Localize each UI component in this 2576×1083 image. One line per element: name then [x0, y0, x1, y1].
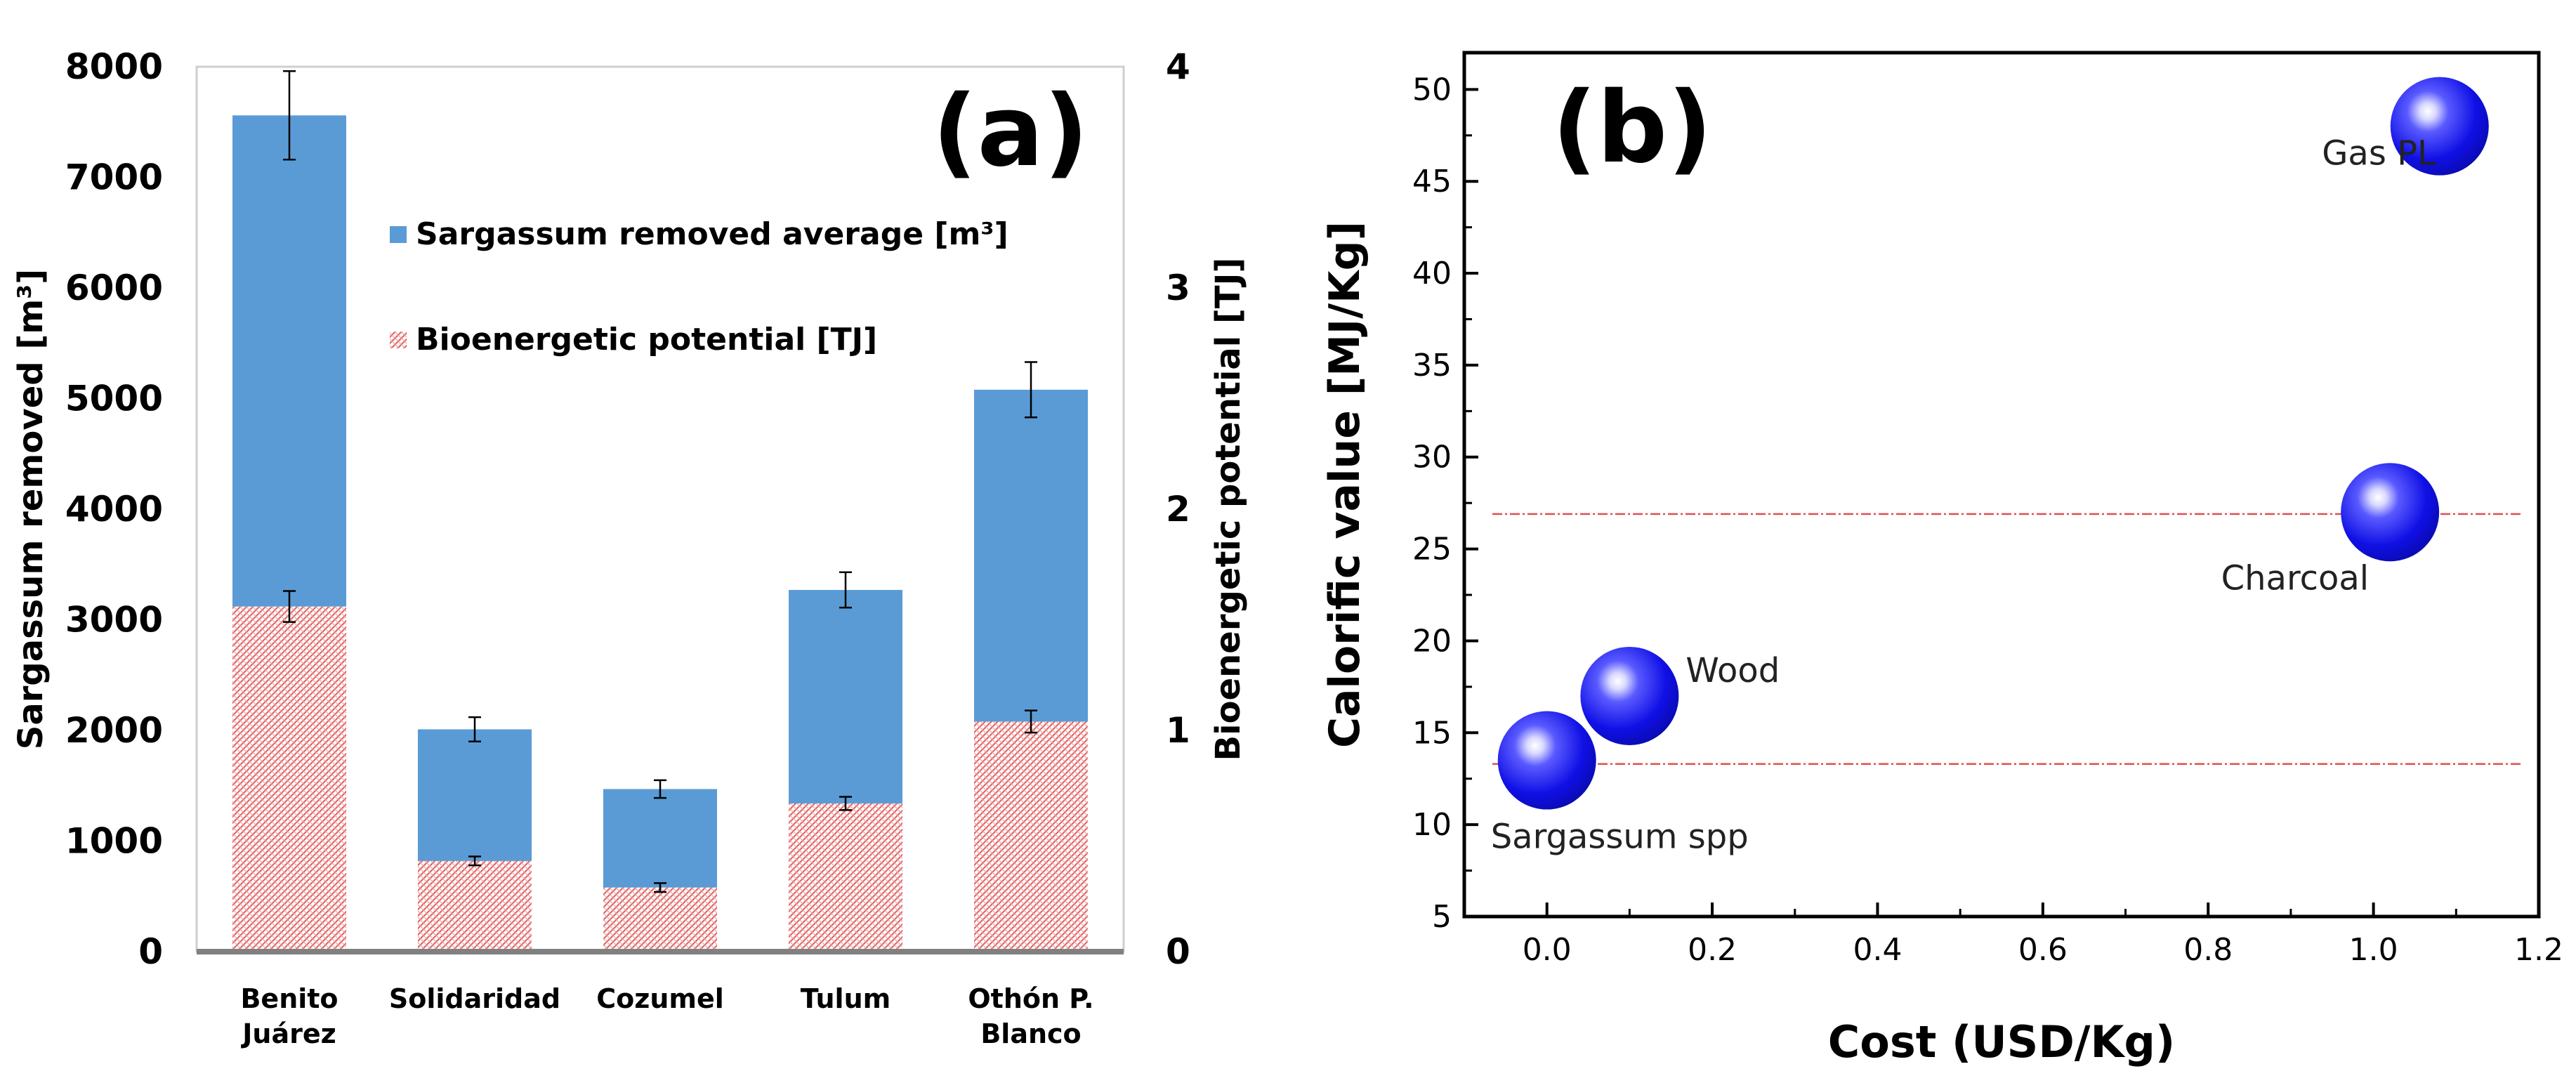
point-label: Charcoal — [2221, 558, 2370, 598]
legend-swatch-sargassum — [390, 226, 407, 243]
y-tick-label: 50 — [1412, 72, 1452, 107]
left-tick-label: 4000 — [65, 489, 163, 530]
x-tick-label: 0.8 — [2183, 932, 2233, 968]
y-tick-label: 15 — [1412, 715, 1452, 751]
right-tick-label: 2 — [1166, 489, 1190, 530]
left-tick-label: 2000 — [65, 710, 163, 751]
scatter-point — [1497, 711, 1596, 810]
x-tick-label: 0.2 — [1688, 932, 1737, 968]
category-label: Benito — [240, 983, 338, 1014]
y-tick-label: 25 — [1412, 532, 1452, 567]
category-label: Othón P. — [968, 983, 1093, 1014]
panel-label-b: (b) — [1552, 71, 1712, 185]
scatter-points: Sargassum spp Wood Charcoal Gas PL — [1491, 77, 2489, 857]
x-tick-label: 1.2 — [2514, 932, 2563, 968]
x-axis-ticks: 0.0 0.2 0.4 0.6 0.8 1.0 1.2 — [1463, 902, 2563, 968]
bar-bioenergetic — [789, 803, 902, 952]
scatter-point — [1580, 646, 1679, 745]
x-axis-label-b: Cost (USD/Kg) — [1828, 1016, 2175, 1068]
category-label-line2: Blanco — [980, 1018, 1081, 1049]
right-tick-label: 4 — [1166, 46, 1190, 87]
left-tick-label: 7000 — [65, 157, 163, 198]
bar-bioenergetic — [974, 721, 1088, 952]
y-axis-label-right: Bioenergetic potential [TJ] — [1209, 258, 1248, 761]
point-label: Wood — [1685, 651, 1780, 690]
category-label: Tulum — [801, 983, 891, 1014]
category-labels: Benito Juárez Solidaridad Cozumel Tulum Othón… — [240, 983, 1093, 1049]
right-axis-ticks: 0 1 2 3 4 — [1166, 46, 1190, 972]
left-tick-label: 8000 — [65, 46, 163, 87]
x-tick-label: 1.0 — [2349, 932, 2398, 968]
right-tick-label: 1 — [1166, 710, 1190, 751]
bar-bioenergetic — [232, 606, 346, 952]
bar-bioenergetic — [418, 860, 532, 952]
x-tick-label: 0.4 — [1853, 932, 1902, 968]
panel-label-a: (a) — [933, 74, 1089, 189]
left-axis-ticks: 0 1000 2000 3000 4000 5000 6000 7000 8000 — [65, 46, 163, 972]
point-label: Gas PL — [2322, 134, 2436, 173]
left-tick-label: 5000 — [65, 379, 163, 419]
left-tick-label: 0 — [138, 931, 163, 972]
category-label: Cozumel — [596, 983, 724, 1014]
y-tick-label: 5 — [1432, 899, 1452, 935]
y-axis-label-left: Sargassum removed [m³] — [11, 269, 51, 749]
legend-label-sargassum: Sargassum removed average [m³] — [416, 216, 1008, 252]
y-tick-label: 45 — [1412, 164, 1452, 199]
bar-bioenergetic — [603, 887, 717, 952]
left-tick-label: 6000 — [65, 268, 163, 308]
panel-b-scatter-chart: 5 10 15 20 25 30 35 40 45 50 0.0 0.2 0.4 0.6 0.8 1.0 1.… — [1320, 51, 2563, 1068]
scatter-point — [2341, 463, 2440, 562]
y-tick-label: 40 — [1412, 256, 1452, 291]
category-label: Solidaridad — [389, 983, 560, 1014]
bars-group — [232, 115, 1088, 952]
y-tick-label: 10 — [1412, 807, 1452, 843]
right-tick-label: 3 — [1166, 268, 1190, 308]
plot-frame-b — [1462, 51, 2541, 919]
x-tick-label: 0.6 — [2018, 932, 2068, 968]
legend-swatch-bioenergetic — [390, 332, 407, 348]
y-tick-label: 35 — [1412, 348, 1452, 383]
y-axis-ticks: 5 10 15 20 25 30 35 40 45 50 — [1412, 72, 1478, 935]
legend-label-bioenergetic: Bioenergetic potential [TJ] — [416, 322, 877, 357]
y-axis-label-b: Calorific value [MJ/Kg] — [1320, 221, 1369, 748]
category-label-line2: Juárez — [240, 1018, 336, 1049]
y-tick-label: 20 — [1412, 623, 1452, 659]
right-tick-label: 0 — [1166, 931, 1190, 972]
left-tick-label: 1000 — [65, 821, 163, 862]
point-label: Sargassum spp — [1491, 818, 1749, 857]
x-tick-label: 0.0 — [1523, 932, 1572, 968]
left-tick-label: 3000 — [65, 600, 163, 641]
error-bars-group — [283, 70, 1037, 893]
y-tick-label: 30 — [1412, 440, 1452, 475]
scatter-point — [2390, 77, 2489, 176]
